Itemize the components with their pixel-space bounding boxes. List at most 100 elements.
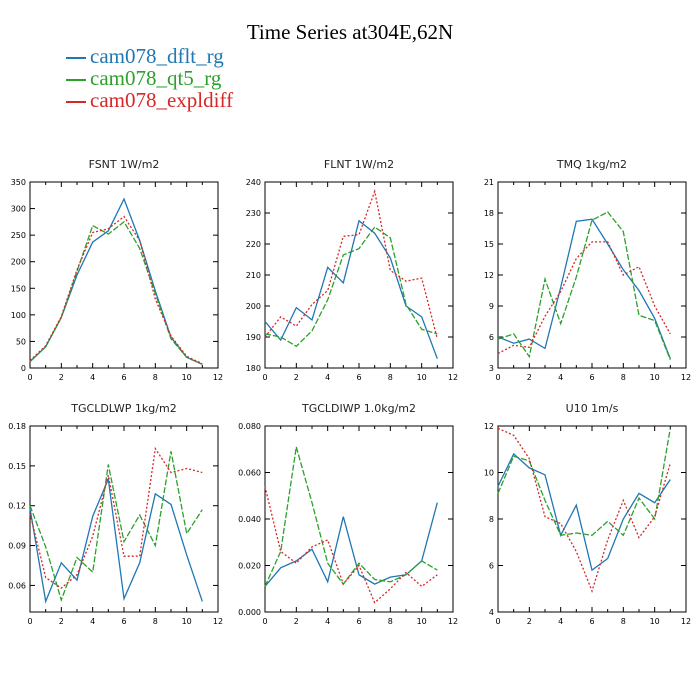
x-tick-label: 4 — [325, 373, 330, 382]
y-tick-label: 9 — [489, 302, 494, 311]
series-line — [264, 446, 438, 587]
y-tick-label: 21 — [484, 178, 494, 187]
series-line — [497, 452, 671, 572]
x-tick-label: 6 — [356, 617, 361, 626]
series-line — [497, 428, 671, 537]
series-line — [264, 502, 438, 587]
x-tick-label: 8 — [388, 617, 393, 626]
x-tick-label: 8 — [153, 617, 158, 626]
x-tick-label: 2 — [527, 617, 532, 626]
y-tick-label: 50 — [16, 337, 26, 346]
plot-frame — [29, 425, 219, 613]
panel-title: FSNT 1W/m2 — [89, 158, 160, 171]
series-line — [29, 446, 203, 589]
chart-title: Time Series at304E,62N — [246, 20, 454, 44]
y-tick-label: 0.020 — [238, 562, 261, 571]
x-tick-label: 4 — [325, 617, 330, 626]
x-tick-label: 10 — [417, 617, 427, 626]
series-line — [497, 241, 671, 355]
panel-title: TGCLDIWP 1.0kg/m2 — [301, 402, 416, 415]
legend-swatch — [66, 57, 86, 60]
series-line — [264, 226, 438, 348]
legend-entry-expldiff: cam078_expldiff — [66, 89, 233, 111]
x-tick-label: 10 — [650, 617, 660, 626]
y-tick-label: 6 — [489, 333, 494, 342]
panel-title: U10 1m/s — [566, 402, 619, 415]
y-tick-label: 150 — [11, 284, 26, 293]
x-tick-label: 0 — [495, 617, 500, 626]
y-tick-label: 12 — [484, 271, 494, 280]
y-tick-label: 250 — [11, 231, 26, 240]
chart-panel: U10 1m/s 0 2 4 6 8 10 12 4 6 8 10 12 — [484, 402, 691, 626]
chart-panel: FLNT 1W/m2 0 2 4 6 8 10 12 180 190 200 210 220 230 240 — [246, 158, 458, 382]
y-tick-label: 0.06 — [8, 581, 26, 590]
y-tick-label: 240 — [246, 178, 261, 187]
x-tick-label: 8 — [153, 373, 158, 382]
y-tick-label: 3 — [489, 364, 494, 373]
x-tick-label: 12 — [448, 373, 458, 382]
x-tick-label: 8 — [621, 373, 626, 382]
y-tick-label: 200 — [11, 258, 26, 267]
legend-entry-dflt: cam078_dflt_rg — [66, 45, 224, 67]
x-tick-label: 2 — [527, 373, 532, 382]
panel-title: FLNT 1W/m2 — [324, 158, 394, 171]
y-tick-label: 230 — [246, 209, 261, 218]
series-line — [264, 486, 438, 604]
y-tick-label: 0.040 — [238, 515, 261, 524]
series-line — [29, 220, 203, 365]
y-tick-label: 0.15 — [8, 462, 26, 471]
series-line — [264, 188, 438, 339]
y-tick-label: 200 — [246, 302, 261, 311]
plot-frame — [264, 425, 454, 613]
series-line — [29, 215, 203, 365]
x-tick-label: 0 — [262, 373, 267, 382]
x-tick-label: 10 — [650, 373, 660, 382]
series-line — [497, 211, 671, 360]
x-tick-label: 0 — [495, 373, 500, 382]
x-tick-label: 8 — [621, 617, 626, 626]
x-tick-label: 4 — [558, 373, 563, 382]
y-tick-label: 0.000 — [238, 608, 261, 617]
y-tick-label: 10 — [484, 469, 494, 478]
legend-label: cam078_qt5_rg — [90, 66, 222, 90]
y-tick-label: 0.12 — [8, 502, 26, 511]
series-line — [29, 476, 203, 604]
chart-panel: TMQ 1kg/m2 0 2 4 6 8 10 12 3 6 9 12 15 18 21 — [484, 158, 691, 382]
x-tick-label: 6 — [121, 617, 126, 626]
y-tick-label: 18 — [484, 209, 494, 218]
y-tick-label: 190 — [246, 333, 261, 342]
y-tick-label: 0.18 — [8, 422, 26, 431]
plot-frame — [29, 181, 219, 369]
x-tick-label: 6 — [121, 373, 126, 382]
y-tick-label: 0.09 — [8, 542, 26, 551]
legend-entry-qt5: cam078_qt5_rg — [66, 67, 221, 89]
legend-swatch — [66, 101, 86, 104]
x-tick-label: 0 — [27, 373, 32, 382]
y-tick-label: 12 — [484, 422, 494, 431]
x-tick-label: 12 — [681, 373, 691, 382]
series-line — [29, 197, 203, 365]
x-tick-label: 2 — [294, 617, 299, 626]
x-tick-label: 2 — [294, 373, 299, 382]
x-tick-label: 12 — [213, 617, 223, 626]
x-tick-label: 0 — [262, 617, 267, 626]
y-tick-label: 100 — [11, 311, 26, 320]
y-tick-label: 6 — [489, 562, 494, 571]
x-tick-label: 2 — [59, 617, 64, 626]
panel-title: TGCLDLWP 1kg/m2 — [70, 402, 176, 415]
chart-panel: TGCLDIWP 1.0kg/m2 0 2 4 6 8 10 12 0.000 0.020 0.04… — [238, 402, 458, 626]
series-line — [264, 219, 438, 359]
x-tick-label: 10 — [182, 373, 192, 382]
chart-panel: FSNT 1W/m2 0 2 4 6 8 10 12 0 50 100 150 200 250 300 350 — [11, 158, 223, 382]
y-tick-label: 0 — [21, 364, 26, 373]
y-tick-label: 4 — [489, 608, 494, 617]
x-tick-label: 4 — [90, 373, 95, 382]
panel-title: TMQ 1kg/m2 — [556, 158, 627, 171]
series-line — [497, 427, 671, 594]
x-tick-label: 6 — [356, 373, 361, 382]
x-tick-label: 4 — [90, 617, 95, 626]
y-tick-label: 350 — [11, 178, 26, 187]
y-tick-label: 220 — [246, 240, 261, 249]
legend-label: cam078_expldiff — [90, 88, 234, 112]
